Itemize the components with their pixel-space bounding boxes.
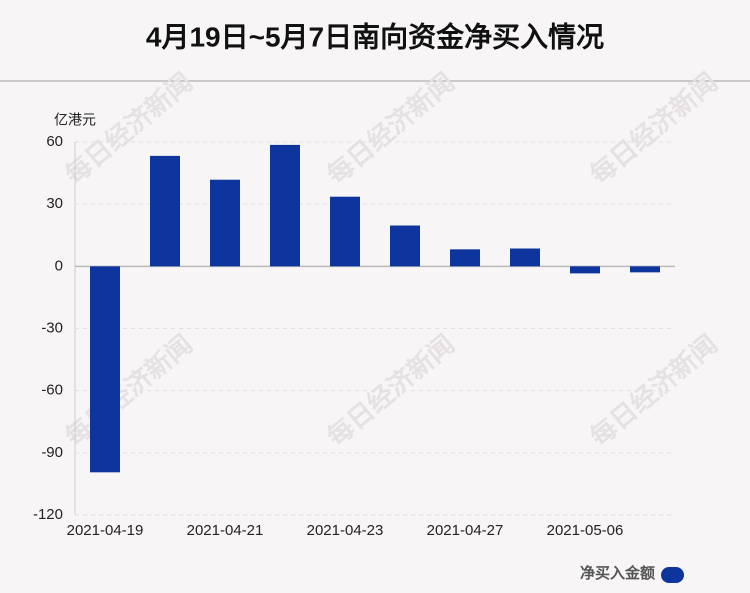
x-tick-label: 2021-04-27 (427, 522, 504, 539)
y-tick-label: -60 (41, 382, 63, 399)
bar (210, 179, 240, 267)
bar (510, 248, 540, 267)
y-tick-label: -120 (33, 506, 63, 523)
bar (390, 225, 420, 267)
bar (150, 155, 180, 267)
chart-title: 4月19日~5月7日南向资金净买入情况 (146, 20, 604, 52)
bar (270, 144, 300, 267)
y-tick-label: -30 (41, 319, 63, 336)
bar (630, 266, 660, 273)
bar (330, 196, 360, 267)
bar (450, 249, 480, 267)
y-tick-label: 60 (46, 133, 63, 150)
x-tick-label: 2021-04-19 (67, 522, 144, 539)
y-axis-label: 亿港元 (54, 112, 96, 128)
y-tick-label: 30 (46, 195, 63, 212)
bar (570, 266, 600, 274)
y-tick-label: -90 (41, 444, 63, 461)
y-tick-label: 0 (55, 257, 63, 274)
x-tick-label: 2021-04-21 (187, 522, 264, 539)
x-tick-label: 2021-04-23 (307, 522, 384, 539)
legend-swatch (661, 567, 684, 583)
bar (90, 266, 120, 473)
legend-label: 净买入金额 (580, 564, 655, 582)
x-tick-label: 2021-05-06 (547, 522, 624, 539)
